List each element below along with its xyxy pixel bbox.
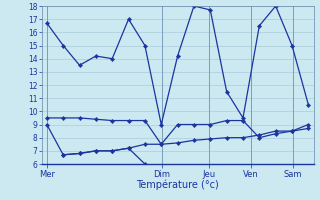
X-axis label: Température (°c): Température (°c)	[136, 180, 219, 190]
